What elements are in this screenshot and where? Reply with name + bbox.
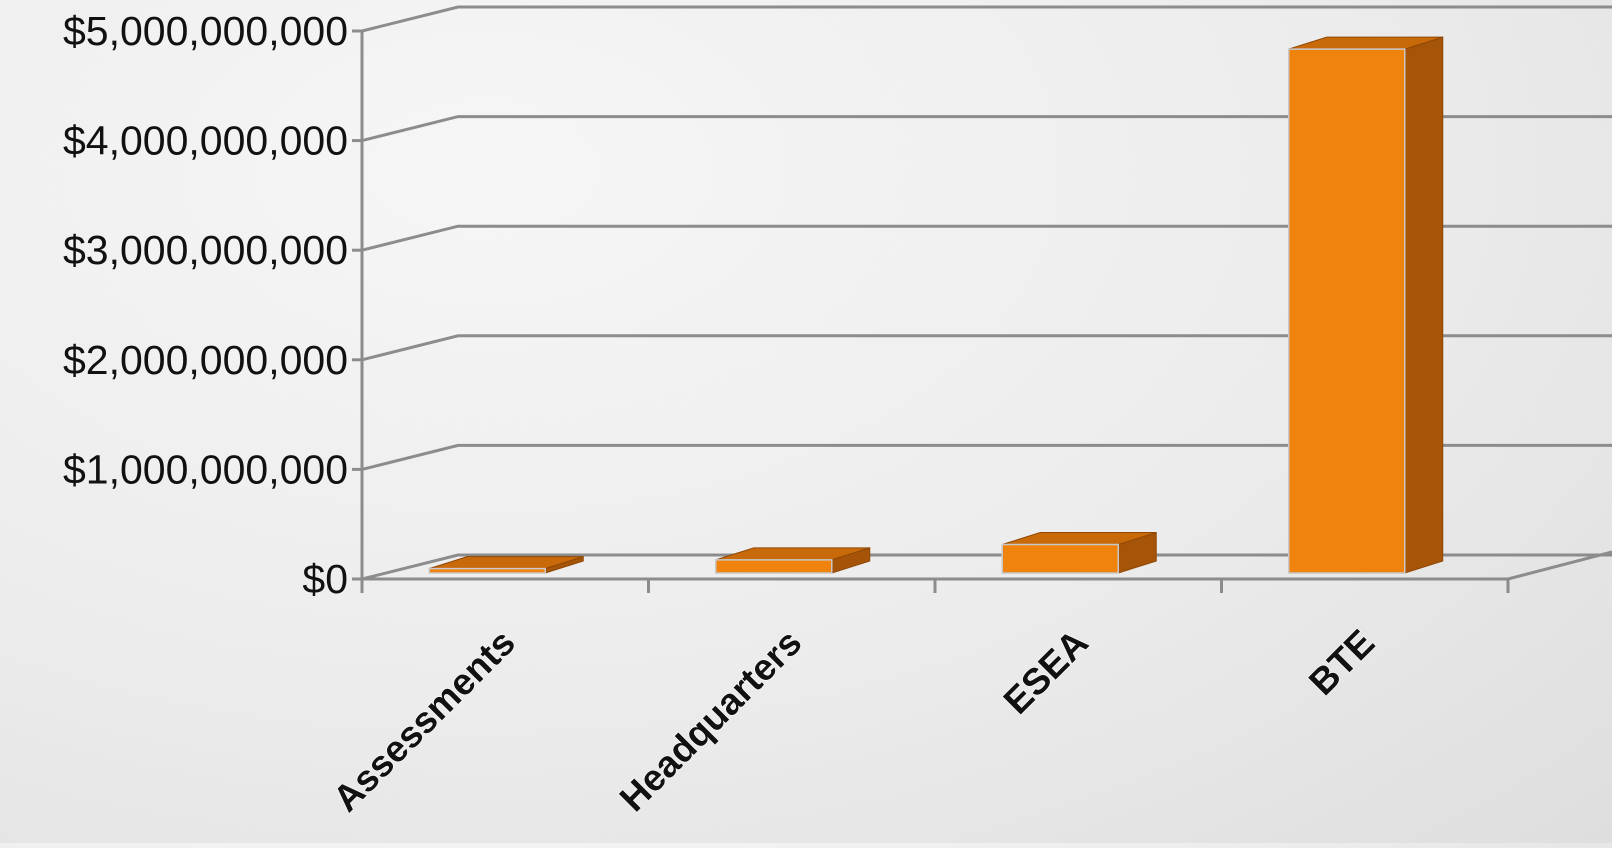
x-axis-tick-labels: Assessments Headquarters ESEA BTE <box>325 621 1383 820</box>
gridline <box>361 115 1612 143</box>
y-axis-tick-label: $1,000,000,000 <box>63 446 348 492</box>
bar-headquarters <box>715 547 871 574</box>
bar-side-face <box>1404 36 1444 574</box>
y-axis-tick-label: $0 <box>302 556 348 602</box>
bars <box>428 36 1444 574</box>
y-axis-tick-label: $3,000,000,000 <box>63 227 348 273</box>
y-axis-tick-labels: $0 $1,000,000,000 $2,000,000,000 $3,000,000… <box>63 8 348 602</box>
gridlines <box>361 5 1612 471</box>
floor-right-edge <box>1507 550 1612 581</box>
bar-bte <box>1288 36 1444 574</box>
bar-assessments <box>428 555 584 574</box>
gridline <box>361 334 1612 362</box>
floor-back-edge <box>361 553 1612 581</box>
y-axis-tick-label: $4,000,000,000 <box>63 118 348 164</box>
gridline <box>361 224 1612 252</box>
y-axis-tick-label: $2,000,000,000 <box>63 337 348 383</box>
bar-front-face <box>715 559 833 574</box>
x-axis-tick-label: BTE <box>1301 622 1382 703</box>
bar-front-face <box>1001 543 1119 574</box>
x-axis-tick-label: Headquarters <box>612 622 810 820</box>
bar-esea <box>1001 531 1157 574</box>
x-axis-tick-label: Assessments <box>325 622 523 820</box>
bar-front-face <box>1288 48 1406 574</box>
bar-front-face <box>428 567 546 574</box>
axes <box>352 29 1612 593</box>
y-axis-tick-label: $5,000,000,000 <box>63 8 348 54</box>
x-axis-tick-label: ESEA <box>996 622 1096 722</box>
gridline <box>361 5 1612 33</box>
gridline <box>361 443 1612 471</box>
